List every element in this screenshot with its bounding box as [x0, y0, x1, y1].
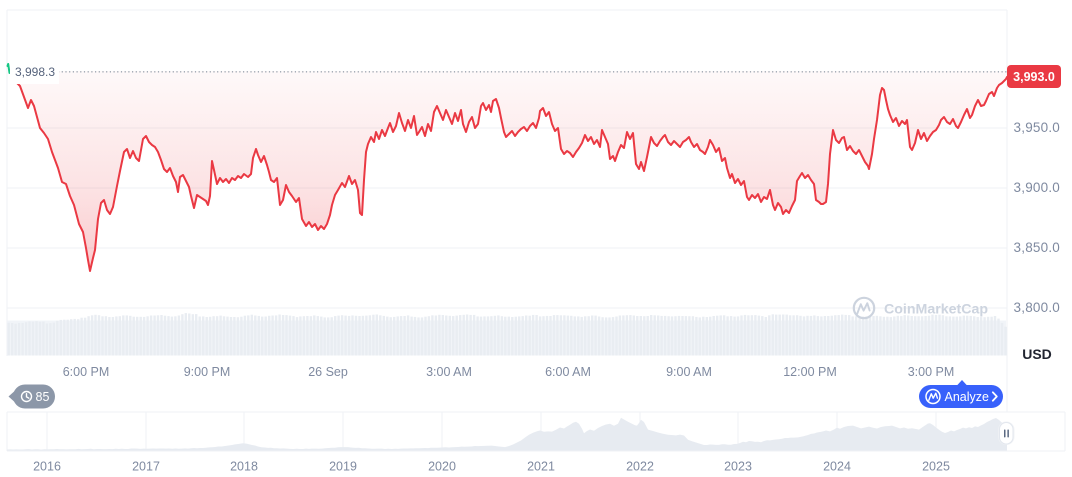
svg-text:3,998.3: 3,998.3	[15, 65, 55, 79]
svg-text:3,800.0: 3,800.0	[1014, 300, 1060, 315]
svg-text:6:00 AM: 6:00 AM	[545, 365, 591, 379]
svg-text:12:00 PM: 12:00 PM	[783, 365, 837, 379]
svg-text:CoinMarketCap: CoinMarketCap	[884, 302, 988, 318]
svg-text:3,950.0: 3,950.0	[1014, 120, 1060, 135]
svg-text:2021: 2021	[527, 460, 555, 474]
svg-text:2022: 2022	[626, 460, 654, 474]
svg-text:2018: 2018	[230, 460, 258, 474]
svg-text:USD: USD	[1022, 346, 1052, 362]
svg-text:9:00 PM: 9:00 PM	[184, 365, 231, 379]
svg-text:3:00 PM: 3:00 PM	[908, 365, 955, 379]
svg-text:2019: 2019	[329, 460, 357, 474]
svg-text:Analyze: Analyze	[945, 390, 990, 404]
svg-text:2020: 2020	[428, 460, 456, 474]
svg-text:2023: 2023	[724, 460, 752, 474]
svg-text:2025: 2025	[922, 460, 950, 474]
svg-text:3,993.0: 3,993.0	[1013, 70, 1055, 84]
svg-text:3,850.0: 3,850.0	[1014, 240, 1060, 255]
svg-text:3:00 AM: 3:00 AM	[426, 365, 472, 379]
svg-text:2017: 2017	[132, 460, 160, 474]
svg-text:26 Sep: 26 Sep	[308, 365, 348, 379]
svg-text:85: 85	[36, 390, 50, 404]
svg-text:9:00 AM: 9:00 AM	[666, 365, 712, 379]
svg-text:2024: 2024	[823, 460, 851, 474]
svg-text:3,900.0: 3,900.0	[1014, 180, 1060, 195]
svg-text:2016: 2016	[33, 460, 61, 474]
svg-text:6:00 PM: 6:00 PM	[63, 365, 110, 379]
